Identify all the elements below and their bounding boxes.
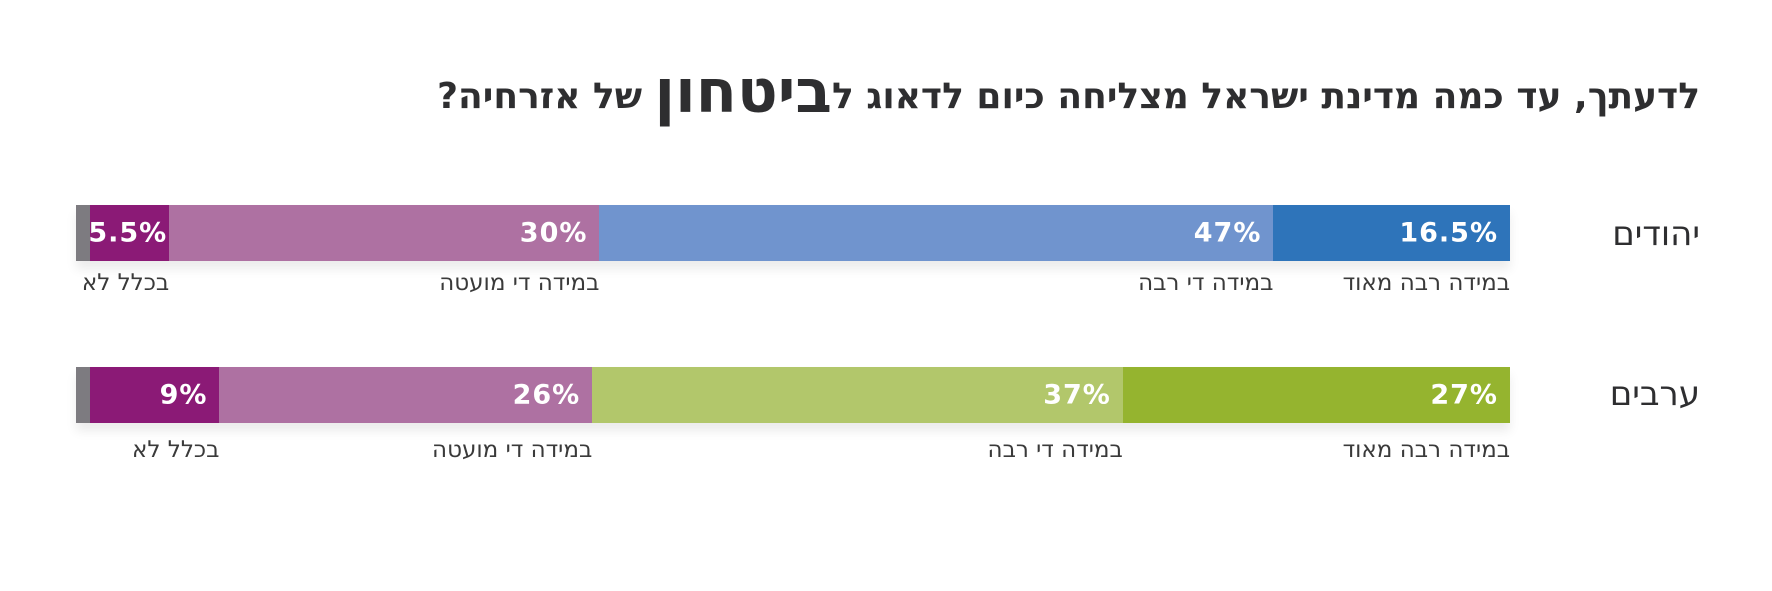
bar-segment-not-at-all: 9% — [90, 367, 220, 423]
bar-segment-very-much: 27% — [1122, 367, 1510, 423]
category-label-fairly: במידה די רבה — [987, 437, 1123, 463]
data-label: 37% — [1043, 379, 1111, 411]
category-label-fairly: במידה די רבה — [1138, 270, 1274, 296]
category-label-not-at-all: בכלל לא — [132, 437, 220, 463]
data-label: 9% — [159, 379, 208, 411]
group-label-1: ערבים — [1609, 374, 1700, 414]
bar-segment-remainder — [76, 205, 91, 261]
bar-segment-remainder — [76, 367, 91, 423]
bar-segment-somewhat-little: 30% — [169, 205, 600, 261]
title-text-post: של אזרחיה? — [437, 76, 655, 117]
category-label-very-much: במידה רבה מאוד — [1342, 437, 1510, 463]
bar-row-0: 16.5% 47% 30% 5.5% — [76, 205, 1510, 261]
title-text-pre: לדעתך, עד כמה מדינת ישראל מצליחה כיום לד… — [831, 76, 1700, 117]
bar-segment-somewhat-little: 26% — [219, 367, 593, 423]
data-label: 5.5% — [88, 217, 168, 249]
data-label: 27% — [1430, 379, 1498, 411]
data-label: 47% — [1193, 217, 1262, 249]
data-label: 16.5% — [1399, 217, 1498, 249]
data-label: 26% — [512, 379, 581, 411]
data-label: 30% — [519, 217, 588, 249]
bar-segment-fairly: 37% — [592, 367, 1123, 423]
chart-title: לדעתך, עד כמה מדינת ישראל מצליחה כיום לד… — [437, 62, 1700, 122]
group-label-0: יהודים — [1612, 214, 1700, 254]
category-label-not-at-all: בכלל לא — [81, 270, 170, 296]
bar-segment-very-much: 16.5% — [1273, 205, 1510, 261]
bar-row-1: 27% 37% 26% 9% — [76, 367, 1510, 423]
category-label-somewhat-little: במידה די מועטה — [432, 437, 593, 463]
category-label-very-much: במידה רבה מאוד — [1342, 270, 1510, 296]
bar-segment-not-at-all: 5.5% — [88, 205, 170, 261]
title-emphasis: ביטחון — [654, 57, 832, 127]
bar-segment-fairly: 47% — [599, 205, 1274, 261]
category-label-somewhat-little: במידה די מועטה — [439, 270, 600, 296]
